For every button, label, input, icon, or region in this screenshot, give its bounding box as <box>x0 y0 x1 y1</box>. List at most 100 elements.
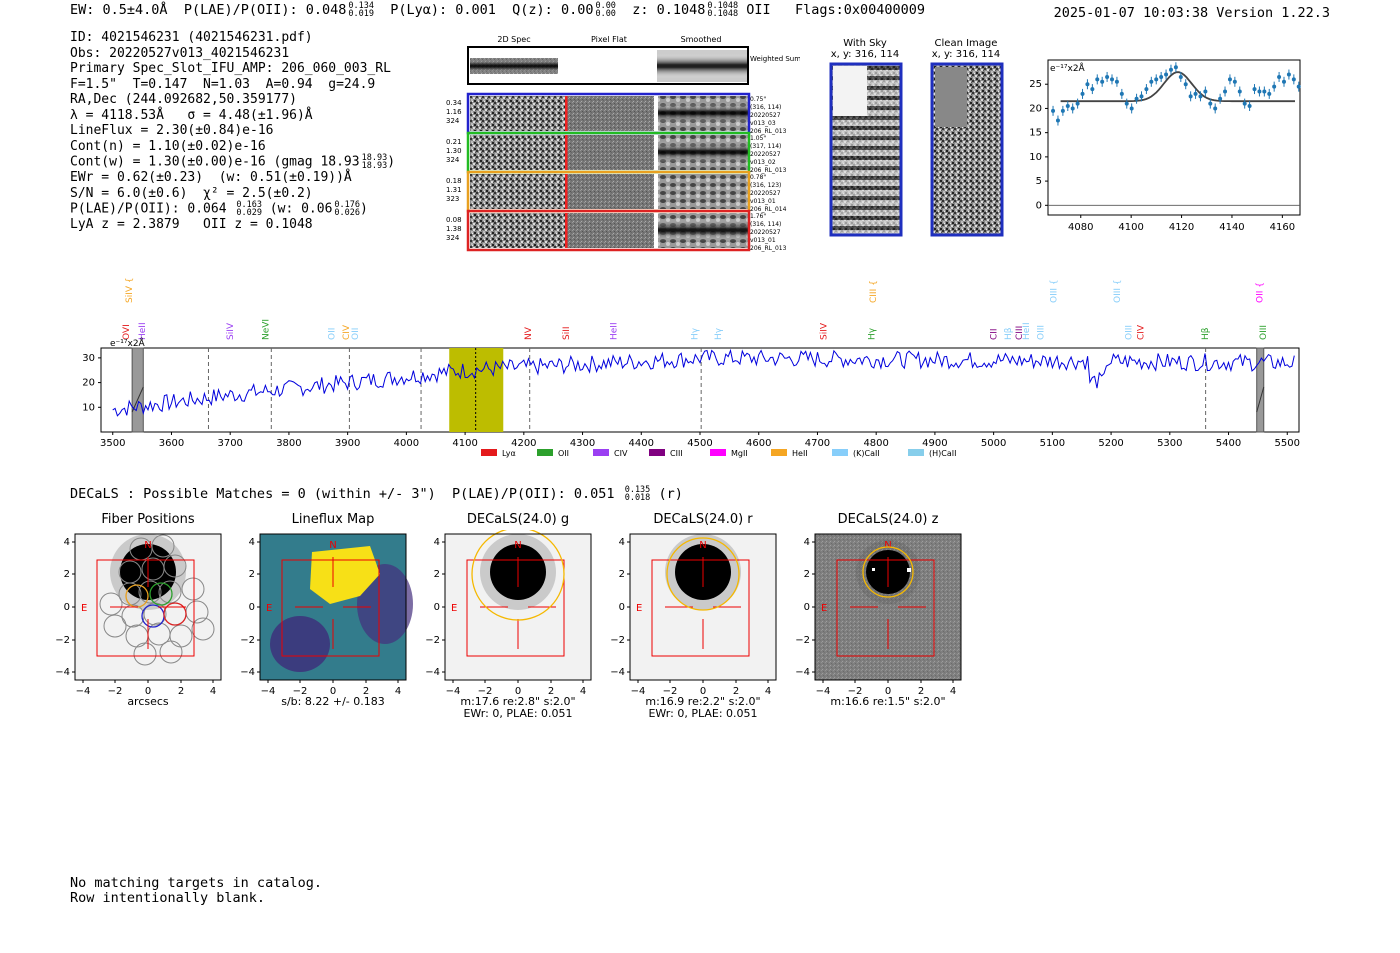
zoom-point <box>1060 108 1065 113</box>
zoom-point <box>1213 106 1218 111</box>
spectrum-x-tick: 4400 <box>629 438 654 449</box>
panel-caption-line: EWr: 0, PLAE: 0.051 <box>648 707 758 720</box>
zoom-point <box>1247 104 1252 109</box>
catalog-footer: No matching targets in catalog. Row inte… <box>70 876 322 906</box>
panel-x-tick: 2 <box>548 686 554 697</box>
emission-line-label: CII <box>990 328 1000 340</box>
with-sky-image <box>829 62 903 237</box>
spectrum-x-tick: 4600 <box>746 438 771 449</box>
panel-x-tick: −4 <box>816 686 831 697</box>
panel-caption: m:16.9 re:2.2" s:2.0" EWr: 0, PLAE: 0.051 <box>620 696 786 720</box>
emission-line-label: SiII <box>562 326 572 340</box>
panel-x-tick: 2 <box>918 686 924 697</box>
info-radec: RA,Dec (244.092682,50.359177) <box>70 92 297 107</box>
zoom-point <box>1267 91 1272 96</box>
legend-swatch <box>771 449 787 456</box>
spectrum-unit-label: e⁻¹⁷x2Å <box>110 337 146 349</box>
zoom-point <box>1198 94 1203 99</box>
zoom-point <box>1218 96 1223 101</box>
spectrum-x-tick: 3800 <box>276 438 301 449</box>
panel-x-tick: 4 <box>950 686 956 697</box>
zoom-point <box>1124 101 1129 106</box>
panel-y-tick: −4 <box>425 667 440 678</box>
info-plae: P(LAE)/P(OII): 0.064 0.163 0.029 (w: 0.06… <box>70 200 368 218</box>
cutout-right-label: 1.05" <box>750 135 766 142</box>
panel-x-tick: 4 <box>210 686 216 697</box>
zoom-point <box>1168 67 1173 72</box>
panel-y-tick: 0 <box>804 602 810 613</box>
info-plae-hi: 0.163 <box>236 200 262 210</box>
zoom-point <box>1110 77 1115 82</box>
spectrum-x-tick: 5000 <box>981 438 1006 449</box>
legend-swatch <box>832 449 848 456</box>
emission-line-labels: SiIV {OVI HeII SiIV NeVI OII CIV OII NV SiII HeII… <box>122 277 1269 340</box>
emission-line-label: NV <box>524 326 534 340</box>
zoom-point <box>1183 82 1188 87</box>
panel-image: N E −4 −2 0 2 4 4 2 0 −2 −4 <box>240 533 413 697</box>
legend-swatch <box>537 449 553 456</box>
spectrum-x-tick: 5300 <box>1157 438 1182 449</box>
spectrum-x-tick: 3500 <box>100 438 125 449</box>
contw-text: Cont(w) = 1.30(±0.00)e-16 (gmag 18.93 <box>70 154 360 170</box>
spectrum-x-tick: 4900 <box>922 438 947 449</box>
flags-value: Flags:0x00400009 <box>795 2 926 18</box>
panel-x-tick: −4 <box>631 686 646 697</box>
imaging-panel: Lineflux Map N E −4 −2 0 2 4 4 2 0 −2 −4 s/b: 8.22 +/… <box>230 512 430 727</box>
weighted-sum-row: Weighted Sum <box>467 46 800 85</box>
panel-x-tick: −4 <box>446 686 461 697</box>
zoom-y-tick: 5 <box>1036 176 1042 187</box>
zoom-x-tick: 4160 <box>1270 222 1295 233</box>
zoom-point <box>1272 84 1277 89</box>
contw-hi: 18.93 <box>361 153 388 163</box>
cutout-right-label: 206_RL_013 <box>750 167 787 174</box>
emission-line-label: OII { <box>1256 282 1266 303</box>
zoom-point <box>1208 101 1213 106</box>
compass-north: N <box>884 540 891 551</box>
zoom-point <box>1286 72 1291 77</box>
panel-caption: m:16.6 re:1.5" s:2.0" <box>805 696 971 708</box>
emission-line-label: Hβ <box>1004 327 1014 340</box>
cutout-left-label: 1.16 <box>446 108 462 116</box>
zoom-point <box>1119 91 1124 96</box>
zoom-point <box>1149 79 1154 84</box>
cutout-right-label: 0.78" <box>750 174 766 181</box>
spectrum-x-tick: 4800 <box>863 438 888 449</box>
emission-line-label: OVI <box>122 324 132 340</box>
legend-swatch <box>908 449 924 456</box>
decals-header: DECaLS : Possible Matches = 0 (within +/… <box>70 486 683 503</box>
zoom-point <box>1105 74 1110 79</box>
qz-value: Q(z): 0.00 <box>512 2 594 18</box>
zoom-x-tick: 4120 <box>1169 222 1194 233</box>
cutout-right-label: (316, 114) <box>750 104 781 111</box>
zoom-y-axis: 0 5 10 15 20 25 <box>1029 79 1300 211</box>
decals-band: (r) <box>658 486 683 502</box>
zoom-x-tick: 4100 <box>1118 222 1143 233</box>
cutout-right-label: (316, 123) <box>750 182 781 189</box>
panel-title: DECaLS(24.0) z <box>837 512 939 527</box>
spectrum-x-tick: 3700 <box>217 438 242 449</box>
cutout-left-label: 324 <box>446 234 460 242</box>
zoom-point <box>1296 84 1301 89</box>
info-lineflux: LineFlux = 2.30(±0.84)e-16 <box>70 123 274 138</box>
zoom-y-tick: 10 <box>1029 152 1042 163</box>
emission-line-label: OIII <box>1037 325 1047 340</box>
zoom-point <box>1223 89 1228 94</box>
cutout-right-label: (317, 114) <box>750 143 781 150</box>
legend-swatch <box>710 449 726 456</box>
zoom-point <box>1173 65 1178 70</box>
panel-x-tick: 0 <box>885 686 891 697</box>
decals-lo: 0.018 <box>624 493 651 503</box>
panel-caption-line: EWr: 0, PLAE: 0.051 <box>463 707 573 720</box>
cutout-grid: 2D Spec Pixel Flat Smoothed Weighted Sum… <box>446 35 800 252</box>
cutout-right-label: 206_RL_014 <box>750 206 787 213</box>
info-fline: F=1.5" T=0.147 N=1.03 A=0.94 g=24.9 <box>70 76 376 92</box>
panel-x-tick: 0 <box>145 686 151 697</box>
contw-lo: 18.93 <box>361 161 388 171</box>
panel-x-tick: 2 <box>733 686 739 697</box>
cutout-right-label: 20220527 <box>750 229 781 236</box>
zoom-y-tick: 25 <box>1029 79 1042 90</box>
plae-hi: 0.134 <box>348 1 374 11</box>
info-obs: Obs: 20220527v013_4021546231 <box>70 45 290 61</box>
panel-y-tick: 0 <box>64 602 70 613</box>
